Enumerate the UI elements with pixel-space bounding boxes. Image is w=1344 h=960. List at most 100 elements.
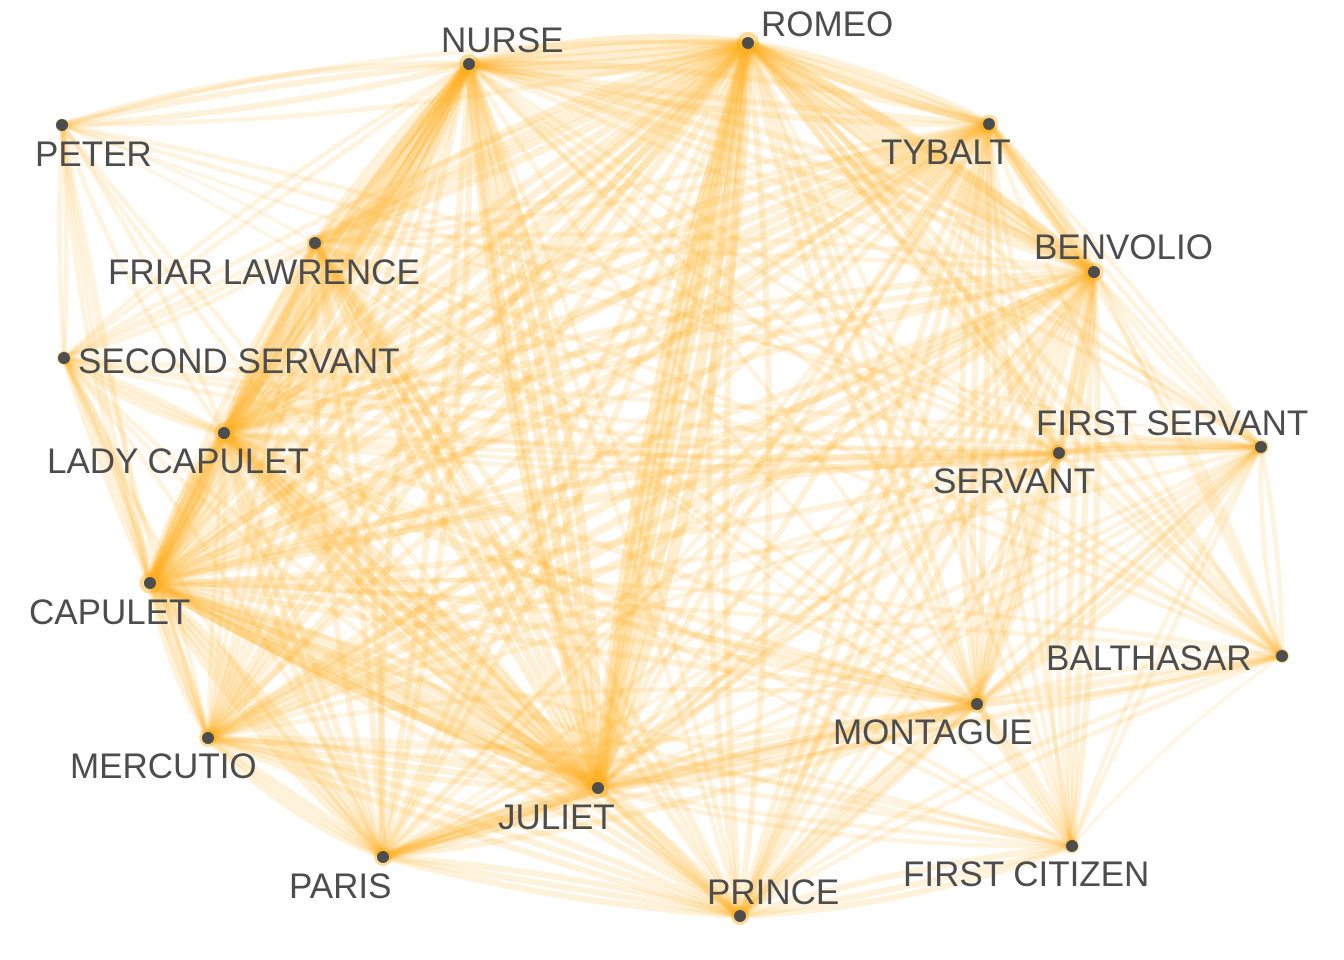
edge-tybalt-balthasar: [986, 121, 1285, 659]
edge-nurse-peter: [58, 60, 473, 129]
edge-benvolio-prince: [736, 268, 1098, 920]
edge-nurse-first-servant: [466, 61, 1264, 450]
edge-lady-capulet-friar-lawrence: [220, 239, 319, 437]
edge-capulet-mercutio: [146, 579, 212, 742]
node-label-balthasar: BALTHASAR: [1046, 639, 1252, 678]
edge-juliet-servant: [595, 450, 1062, 791]
edge-capulet-friar-lawrence: [146, 239, 319, 587]
edge-paris-balthasar: [380, 653, 1285, 860]
edge-juliet-second-servant: [61, 355, 601, 791]
edge-montague-first-citizen: [973, 700, 1076, 850]
edge-prince-friar-lawrence: [311, 239, 744, 920]
edge-tybalt-mercutio: [204, 120, 993, 742]
node-romeo: [742, 37, 754, 49]
edge-capulet-first-citizen: [147, 580, 1075, 849]
edge-capulet-lady-capulet: [145, 428, 229, 588]
edge-romeo-juliet: [592, 37, 754, 794]
edge-capulet-paris: [146, 579, 387, 861]
edge-capulet-tybalt: [146, 120, 993, 587]
edge-romeo-tybalt: [744, 39, 993, 128]
edge-capulet-balthasar: [147, 576, 1285, 659]
node-nurse: [463, 58, 475, 70]
node-peter: [56, 119, 68, 131]
edge-montague-first-servant: [973, 443, 1265, 708]
edge-paris-servant: [380, 450, 1062, 860]
edge-benvolio-prince: [736, 268, 1098, 920]
edge-romeo-benvolio: [743, 38, 1099, 277]
edge-mercutio-prince: [204, 734, 744, 920]
edge-prince-first-citizen: [736, 842, 1076, 920]
edge-mercutio-peter: [59, 122, 211, 741]
edge-capulet-servant: [146, 449, 1063, 587]
edge-balthasar-friar-lawrence: [312, 240, 1285, 659]
edge-lady-capulet-first-servant: [221, 430, 1264, 451]
edge-romeo-tybalt: [744, 39, 993, 128]
edge-mercutio-montague: [205, 686, 980, 741]
edge-juliet-balthasar: [595, 653, 1285, 791]
node-paris: [377, 851, 389, 863]
edge-first-servant-second-servant: [61, 355, 1264, 450]
edge-juliet-prince: [594, 784, 744, 920]
edge-romeo-nurse: [464, 33, 753, 69]
edge-romeo-friar-lawrence: [311, 39, 752, 247]
edge-romeo-mercutio: [204, 39, 752, 742]
edge-lady-capulet-prince: [220, 429, 744, 920]
edge-nurse-second-servant: [61, 61, 472, 361]
edge-capulet-balthasar: [147, 580, 1285, 659]
edge-montague-balthasar: [974, 653, 1285, 707]
edge-mercutio-paris: [204, 734, 387, 861]
edge-nurse-lady-capulet: [219, 59, 474, 438]
edge-romeo-balthasar: [744, 39, 1286, 660]
edge-tybalt-prince: [736, 120, 993, 920]
edge-capulet-lady-capulet: [145, 428, 229, 588]
edge-prince-friar-lawrence: [311, 239, 744, 920]
edge-mercutio-second-servant: [61, 355, 211, 741]
node-benvolio: [1088, 266, 1100, 278]
edge-nurse-tybalt: [465, 60, 993, 128]
edge-romeo-juliet: [592, 37, 754, 794]
edge-mercutio-peter: [59, 122, 211, 741]
edge-romeo-juliet: [592, 37, 754, 794]
edge-nurse-second-servant: [61, 61, 472, 361]
edge-montague-first-citizen: [973, 700, 1076, 850]
edge-romeo-tybalt: [744, 39, 993, 128]
edge-juliet-servant: [595, 450, 1062, 791]
edge-paris-second-servant: [61, 355, 386, 860]
edge-nurse-paris: [379, 60, 473, 861]
edge-servant-first-servant: [1055, 443, 1265, 457]
edge-layer: [57, 33, 1286, 920]
edge-paris-montague: [379, 700, 981, 861]
edge-romeo-servant: [744, 39, 1063, 457]
edge-juliet-capulet: [145, 578, 603, 793]
edge-lady-capulet-second-servant: [60, 354, 228, 437]
edge-first-servant-first-citizen: [1069, 444, 1264, 849]
edge-servant-balthasar: [1056, 450, 1285, 659]
edge-tybalt-friar-lawrence: [312, 121, 992, 246]
node-label-prince: PRINCE: [707, 873, 839, 912]
edge-paris-prince: [379, 853, 744, 920]
edge-benvolio-mercutio: [204, 268, 1098, 742]
edge-juliet-first-servant: [595, 444, 1264, 791]
edge-juliet-benvolio: [594, 268, 1098, 792]
edge-nurse-friar-lawrence: [311, 60, 473, 247]
edge-tybalt-first-citizen: [986, 121, 1075, 849]
edge-tybalt-mercutio: [204, 120, 993, 742]
edge-mercutio-servant: [205, 450, 1062, 741]
edge-capulet-paris: [146, 579, 387, 861]
edge-nurse-servant: [466, 61, 1062, 456]
node-balthasar: [1276, 650, 1288, 662]
edge-tybalt-first-citizen: [986, 121, 1075, 849]
edge-juliet-balthasar: [595, 653, 1285, 791]
edge-romeo-benvolio: [743, 38, 1099, 277]
edge-nurse-benvolio: [465, 60, 1098, 276]
edge-romeo-lady-capulet: [220, 39, 752, 437]
edge-prince-first-servant: [737, 444, 1264, 919]
edge-juliet-peter: [59, 122, 601, 791]
edge-benvolio-mercutio: [204, 268, 1098, 742]
edge-mercutio-paris: [204, 734, 387, 861]
edge-juliet-tybalt: [594, 120, 993, 792]
edge-juliet-friar-lawrence: [311, 239, 602, 792]
edge-capulet-servant: [146, 449, 1063, 587]
edge-nurse-paris: [378, 60, 473, 861]
edge-first-servant-first-citizen: [1069, 444, 1264, 849]
